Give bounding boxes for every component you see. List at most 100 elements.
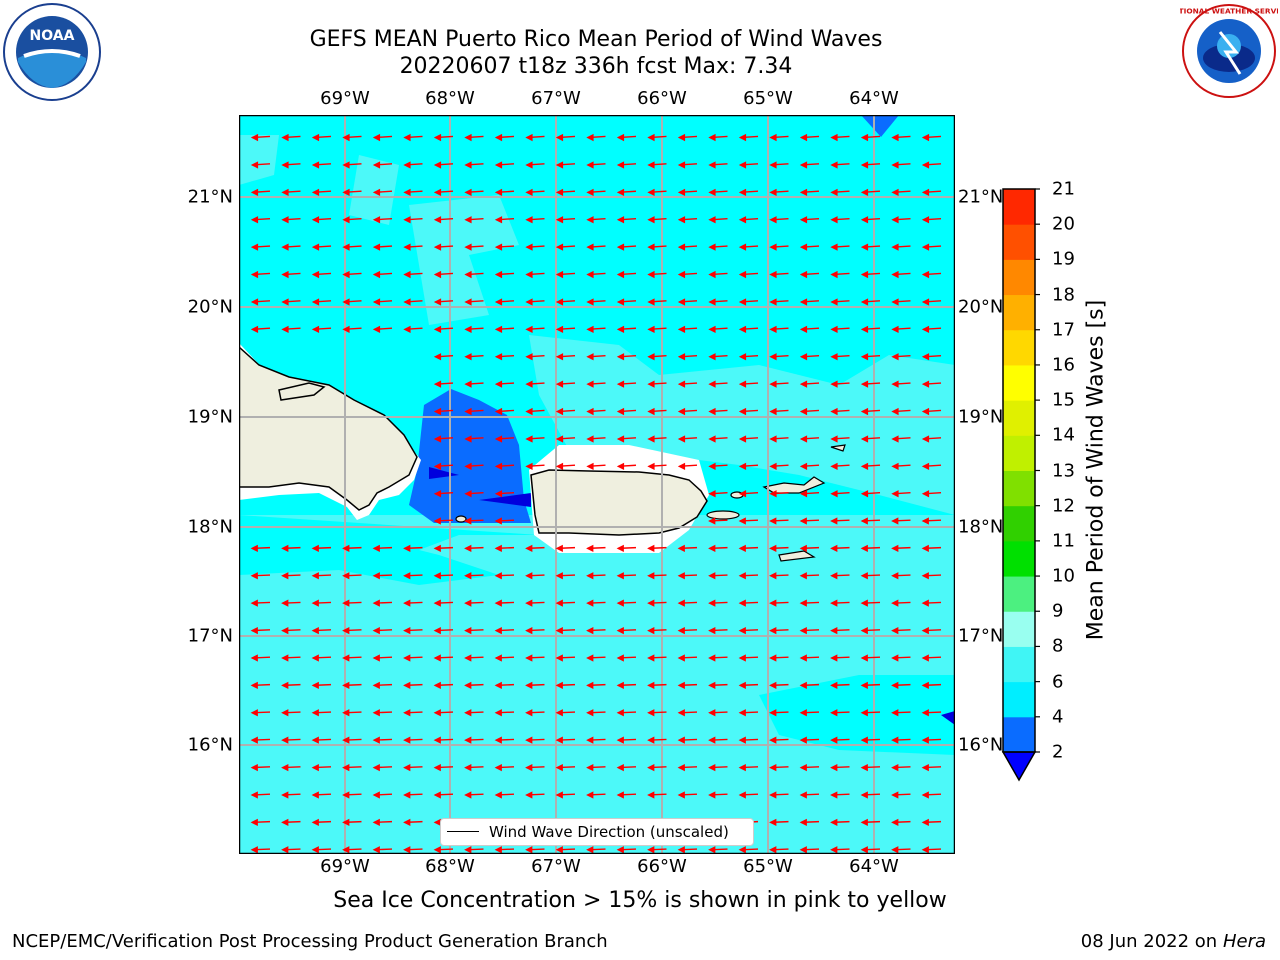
- wind-arrow-head: [860, 133, 869, 142]
- wind-arrow-head: [311, 572, 319, 580]
- colorbar-segment: [1003, 189, 1035, 225]
- period-patch-low: [409, 389, 531, 523]
- wind-arrow-head: [708, 243, 716, 251]
- wind-arrow-head: [616, 462, 625, 470]
- wind-arrow-head: [342, 709, 350, 717]
- wind-arrow-head: [891, 626, 899, 635]
- wind-arrow-head: [708, 490, 716, 498]
- wind-arrow-head: [586, 599, 594, 607]
- wind-arrow-head: [311, 818, 319, 827]
- wind-arrow-head: [860, 243, 869, 251]
- wind-arrow-head: [555, 763, 563, 772]
- island-mona: [455, 515, 467, 523]
- wind-arrow-head: [738, 270, 747, 279]
- wind-arrow-head: [647, 353, 655, 361]
- wind-arrow-head: [494, 626, 502, 635]
- wind-arrow-head: [647, 544, 655, 553]
- wind-arrow-head: [494, 407, 503, 416]
- wind-arrow-head: [403, 243, 411, 251]
- wind-arrow-head: [525, 133, 533, 142]
- wind-arrow-head: [433, 517, 441, 525]
- wind-arrow-head: [708, 736, 716, 744]
- wind-arrow-head: [616, 572, 624, 580]
- wind-arrow-head: [372, 846, 380, 854]
- wind-arrow-head: [799, 435, 808, 443]
- wind-arrow-head: [677, 846, 685, 854]
- period-patch-min: [479, 493, 531, 507]
- wind-arrow-head: [738, 681, 746, 690]
- lon-label-top: 67°W: [531, 88, 581, 109]
- wind-arrow-head: [250, 133, 259, 142]
- wind-arrow-head: [525, 407, 533, 416]
- colorbar-tick-label: 20: [1052, 213, 1075, 235]
- wind-arrow-head: [830, 161, 838, 169]
- period-patch: [529, 335, 955, 515]
- wind-arrow-head: [769, 243, 777, 251]
- wind-arrow-head: [738, 243, 747, 251]
- wind-arrow-head: [799, 133, 808, 142]
- wind-arrow-head: [464, 161, 472, 169]
- wind-arrow-head: [738, 517, 746, 525]
- wind-arrow-head: [677, 407, 686, 416]
- wind-arrow-head: [586, 133, 594, 142]
- wind-arrow-head: [342, 736, 350, 744]
- wind-arrow-head: [433, 435, 442, 443]
- wind-arrow-head: [433, 462, 442, 470]
- wind-arrow-head: [525, 791, 533, 799]
- wind-arrow-head: [250, 270, 259, 279]
- colorbar-tick-label: 19: [1052, 248, 1075, 270]
- wind-arrow-head: [769, 572, 777, 580]
- wind-arrow-head: [494, 243, 503, 251]
- wind-arrow-head: [921, 736, 929, 744]
- wind-arrow-head: [372, 188, 381, 196]
- wind-arrow-head: [830, 517, 838, 525]
- wind-arrow-head: [311, 243, 320, 251]
- wind-arrow-head: [494, 517, 502, 525]
- credit-line: NCEP/EMC/Verification Post Processing Pr…: [12, 931, 608, 952]
- wind-arrow-head: [921, 407, 930, 416]
- wind-arrow-head: [464, 216, 472, 224]
- wind-arrow-head: [494, 763, 502, 772]
- wind-arrow-head: [830, 490, 838, 498]
- lat-label-left: 18°N: [187, 516, 233, 538]
- wind-arrow-head: [342, 270, 350, 279]
- wind-arrow-head: [616, 188, 625, 196]
- wind-arrow-head: [464, 544, 472, 553]
- wind-arrow-head: [372, 325, 381, 333]
- wind-arrow-head: [891, 709, 899, 717]
- wind-arrow-head: [586, 626, 594, 635]
- wind-arrow-head: [708, 133, 716, 142]
- island-st-croix: [778, 550, 816, 562]
- wind-arrow-head: [769, 681, 777, 690]
- wind-arrow-head: [769, 818, 777, 827]
- wind-arrow-head: [372, 544, 380, 553]
- wind-arrow-head: [891, 763, 899, 772]
- wind-arrow-head: [281, 846, 289, 854]
- wind-arrow-head: [738, 709, 746, 717]
- wind-arrow-head: [921, 435, 930, 443]
- wind-arrow-head: [372, 709, 380, 717]
- wind-arrow-head: [891, 325, 899, 333]
- wind-arrow-head: [586, 462, 594, 470]
- wind-arrow-head: [433, 654, 441, 662]
- wind-arrow-head: [311, 846, 319, 854]
- wind-arrow-head: [342, 572, 350, 580]
- wind-arrow-head: [830, 133, 838, 142]
- wind-arrow-head: [311, 298, 320, 306]
- wind-arrow-head: [769, 599, 777, 607]
- wind-arrow-head: [708, 681, 716, 690]
- wind-arrow-head: [799, 490, 808, 498]
- wind-arrow-head: [769, 544, 777, 553]
- wind-arrow-head: [616, 216, 625, 224]
- wind-arrow-head: [555, 298, 564, 306]
- wind-arrow-head: [525, 435, 533, 443]
- wind-arrow-head: [342, 654, 350, 662]
- wind-arrow-head: [830, 818, 838, 827]
- wind-arrow-head: [586, 763, 594, 772]
- wind-arrow-head: [586, 544, 594, 553]
- wind-arrow-head: [799, 161, 808, 169]
- wind-arrow-head: [403, 626, 411, 635]
- wind-arrow-head: [464, 517, 472, 525]
- wind-arrow-head: [647, 626, 655, 635]
- wind-arrow-head: [586, 188, 594, 196]
